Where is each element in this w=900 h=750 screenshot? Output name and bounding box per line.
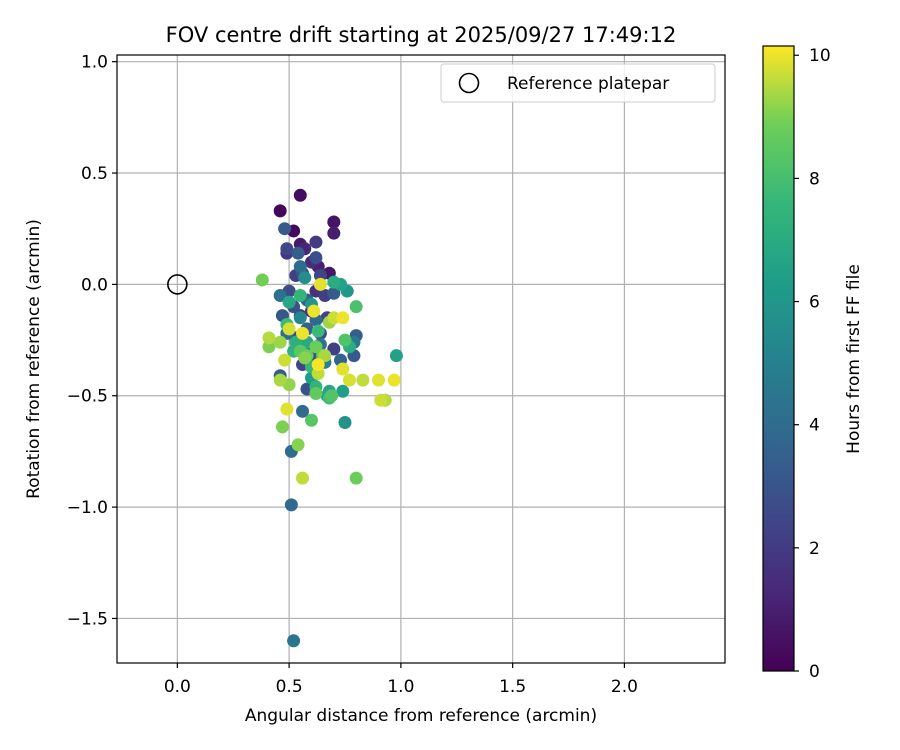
colorbar-tick-label: 4: [809, 416, 820, 436]
data-point: [309, 387, 323, 401]
data-point: [313, 277, 327, 291]
x-tick-label: 2.0: [611, 677, 638, 697]
colorbar-ticks: 0 2 4 6 8 10: [794, 46, 831, 682]
data-point: [293, 260, 307, 274]
y-tick-label: −0.5: [67, 387, 108, 407]
x-axis-ticks: 0.0 0.5 1.0 1.5 2.0: [164, 663, 638, 697]
data-point: [298, 271, 312, 285]
data-point: [296, 471, 310, 485]
x-tick-label: 0.5: [276, 677, 303, 697]
data-point: [262, 340, 276, 354]
y-tick-label: 1.0: [81, 53, 108, 73]
data-point: [282, 322, 296, 336]
data-point: [284, 498, 298, 512]
data-point: [280, 242, 294, 256]
reference-point-marker: [167, 274, 188, 295]
data-point: [278, 353, 292, 367]
colorbar-tick-label: 0: [809, 662, 820, 682]
colorbar-tick-label: 8: [809, 169, 820, 189]
data-point: [311, 324, 325, 338]
data-point: [389, 349, 403, 363]
data-point: [278, 222, 292, 236]
data-point: [291, 438, 305, 452]
x-axis-label: Angular distance from reference (arcmin): [245, 706, 597, 726]
data-point: [273, 289, 287, 303]
data-point: [327, 342, 341, 356]
colorbar-frame: [762, 45, 795, 672]
data-point: [356, 373, 370, 387]
data-point: [291, 246, 305, 260]
data-point: [296, 404, 310, 418]
data-point: [296, 326, 310, 340]
data-point: [262, 331, 276, 345]
data-point: [327, 275, 341, 289]
data-point: [273, 335, 287, 349]
data-point: [336, 311, 350, 325]
data-point: [309, 251, 323, 265]
data-point: [313, 268, 327, 282]
data-point: [309, 340, 323, 354]
data-point: [327, 311, 341, 325]
data-point: [309, 235, 323, 249]
data-point: [311, 358, 325, 372]
colorbar-tick-label: 2: [809, 539, 820, 559]
data-points: [255, 188, 403, 648]
data-point: [311, 366, 325, 380]
data-point: [273, 373, 287, 387]
data-point: [282, 295, 296, 309]
data-point: [273, 204, 287, 218]
grid-lines: [117, 55, 725, 663]
data-point: [372, 373, 386, 387]
colorbar-tick-label: 10: [809, 46, 831, 66]
data-point: [338, 415, 352, 429]
legend: Reference platepar: [440, 63, 716, 103]
data-point: [280, 402, 294, 416]
chart-title: FOV centre drift starting at 2025/09/27 …: [166, 23, 677, 47]
data-point: [293, 188, 307, 202]
y-tick-label: −1.0: [67, 498, 108, 518]
data-point: [336, 384, 350, 398]
data-point: [374, 393, 388, 407]
x-tick-label: 0.0: [164, 677, 191, 697]
data-point: [336, 362, 350, 376]
data-point: [307, 304, 321, 318]
legend-marker-icon: [458, 72, 480, 94]
data-point: [293, 289, 307, 303]
legend-label: Reference platepar: [507, 74, 669, 94]
y-axis-label: Rotation from reference (arcmin): [24, 219, 44, 499]
plot-frame: [116, 54, 726, 664]
y-tick-label: −1.5: [67, 609, 108, 629]
data-point: [338, 333, 352, 347]
data-point: [325, 389, 339, 403]
data-point: [387, 373, 401, 387]
data-point: [327, 286, 341, 300]
data-point: [349, 300, 363, 314]
y-tick-label: 0.5: [81, 164, 108, 184]
colorbar-tick-label: 6: [809, 293, 820, 313]
x-tick-label: 1.5: [499, 677, 526, 697]
data-point: [298, 351, 312, 365]
data-point: [287, 634, 301, 648]
x-tick-label: 1.0: [387, 677, 414, 697]
y-axis-ticks: 1.0 0.5 0.0 −0.5 −1.0 −1.5: [67, 53, 117, 629]
data-point: [318, 349, 332, 363]
colorbar-label: Hours from first FF file: [844, 264, 864, 454]
data-point: [293, 311, 307, 325]
y-tick-label: 0.0: [81, 275, 108, 295]
colorbar: [763, 46, 794, 671]
data-point: [327, 226, 341, 240]
data-point: [327, 215, 341, 229]
data-point: [349, 471, 363, 485]
data-point: [304, 413, 318, 427]
data-point: [275, 420, 289, 434]
data-point: [255, 273, 269, 287]
data-point: [342, 373, 356, 387]
legend-box: [440, 63, 716, 103]
